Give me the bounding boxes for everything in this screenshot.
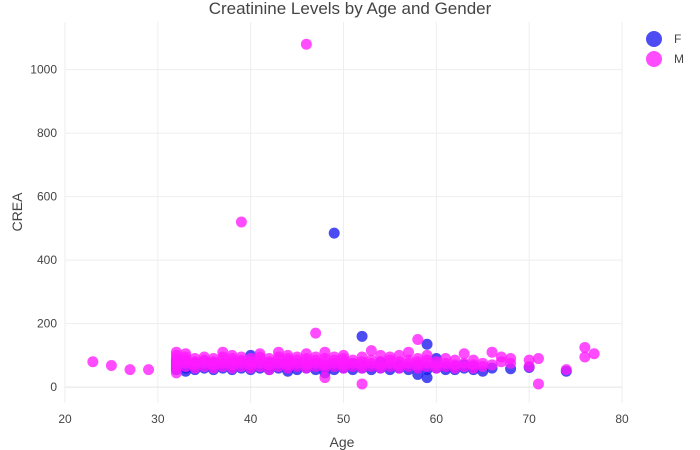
data-point-M[interactable] xyxy=(319,346,331,358)
data-point-F[interactable] xyxy=(421,338,433,350)
data-point-M[interactable] xyxy=(310,351,322,363)
data-point-M[interactable] xyxy=(421,349,433,361)
data-point-M[interactable] xyxy=(588,348,600,360)
data-point-M[interactable] xyxy=(273,346,285,358)
x-tick-label: 80 xyxy=(615,412,629,426)
data-point-M[interactable] xyxy=(143,364,155,376)
data-point-M[interactable] xyxy=(384,351,396,363)
data-point-M[interactable] xyxy=(440,353,452,365)
x-axis-title: Age xyxy=(330,434,355,450)
data-point-F[interactable] xyxy=(328,227,340,239)
data-point-M[interactable] xyxy=(235,216,247,228)
data-point-M[interactable] xyxy=(458,348,470,360)
y-axis-title: CREA xyxy=(9,192,25,232)
data-points xyxy=(87,38,600,390)
data-point-M[interactable] xyxy=(402,354,414,366)
y-tick-label: 1000 xyxy=(30,63,57,77)
data-point-M[interactable] xyxy=(495,351,507,363)
y-tick-label: 200 xyxy=(37,317,57,331)
data-point-M[interactable] xyxy=(319,372,331,384)
data-point-M[interactable] xyxy=(458,357,470,369)
y-tick-label: 400 xyxy=(37,253,57,267)
legend-marker[interactable] xyxy=(646,51,662,67)
legend-marker[interactable] xyxy=(646,31,662,47)
data-point-M[interactable] xyxy=(375,349,387,361)
x-tick-label: 30 xyxy=(151,412,165,426)
data-point-M[interactable] xyxy=(226,349,238,361)
data-point-M[interactable] xyxy=(254,348,266,360)
data-point-M[interactable] xyxy=(486,346,498,358)
legend[interactable]: FM xyxy=(646,31,684,67)
data-point-M[interactable] xyxy=(477,357,489,369)
data-point-M[interactable] xyxy=(263,353,275,365)
data-point-M[interactable] xyxy=(105,360,117,372)
data-point-M[interactable] xyxy=(449,354,461,366)
data-point-M[interactable] xyxy=(189,353,201,365)
data-point-M[interactable] xyxy=(87,356,99,368)
data-point-M[interactable] xyxy=(198,351,210,363)
data-point-M[interactable] xyxy=(356,351,368,363)
data-point-M[interactable] xyxy=(338,349,349,361)
data-point-F[interactable] xyxy=(421,372,433,384)
x-tick-label: 40 xyxy=(244,412,258,426)
x-tick-labels: 20 30 40 50 60 70 80 xyxy=(58,412,629,426)
legend-label[interactable]: F xyxy=(674,32,681,46)
data-point-M[interactable] xyxy=(310,327,322,339)
data-point-M[interactable] xyxy=(365,354,377,366)
legend-label[interactable]: M xyxy=(674,52,684,66)
data-point-M[interactable] xyxy=(282,349,294,361)
grid-lines xyxy=(64,22,623,403)
data-point-M[interactable] xyxy=(328,351,340,363)
data-point-M[interactable] xyxy=(486,359,498,371)
data-point-M[interactable] xyxy=(124,364,136,376)
y-tick-label: 0 xyxy=(50,380,57,394)
chart-title: Creatinine Levels by Age and Gender xyxy=(209,0,492,18)
data-point-M[interactable] xyxy=(579,341,591,353)
y-tick-labels: 0 200 400 600 800 1000 xyxy=(30,63,57,395)
y-tick-label: 600 xyxy=(37,190,57,204)
data-point-M[interactable] xyxy=(170,346,182,358)
data-point-M[interactable] xyxy=(402,346,414,358)
data-point-M[interactable] xyxy=(300,348,312,360)
data-point-M[interactable] xyxy=(467,354,479,366)
data-point-M[interactable] xyxy=(365,345,377,357)
data-point-M[interactable] xyxy=(523,360,535,372)
x-tick-label: 60 xyxy=(430,412,444,426)
data-point-M[interactable] xyxy=(579,351,591,363)
data-point-M[interactable] xyxy=(412,334,424,345)
data-point-M[interactable] xyxy=(532,378,544,390)
data-point-M[interactable] xyxy=(245,353,257,365)
x-tick-label: 50 xyxy=(337,412,351,426)
data-point-F[interactable] xyxy=(356,330,368,342)
data-point-M[interactable] xyxy=(430,356,442,368)
data-point-M[interactable] xyxy=(356,378,368,390)
data-point-M[interactable] xyxy=(505,353,517,365)
data-point-M[interactable] xyxy=(560,364,572,376)
data-point-M[interactable] xyxy=(291,351,303,363)
data-point-M[interactable] xyxy=(217,346,229,358)
x-tick-label: 70 xyxy=(522,412,536,426)
y-tick-label: 800 xyxy=(37,126,57,140)
data-point-M[interactable] xyxy=(300,38,312,50)
data-point-M[interactable] xyxy=(235,351,247,363)
data-point-M[interactable] xyxy=(208,353,220,365)
data-point-M[interactable] xyxy=(347,354,359,366)
data-point-M[interactable] xyxy=(532,353,544,365)
data-point-M[interactable] xyxy=(180,348,192,360)
x-tick-label: 20 xyxy=(58,412,72,426)
data-point-M[interactable] xyxy=(393,349,405,361)
data-point-M[interactable] xyxy=(412,353,424,365)
